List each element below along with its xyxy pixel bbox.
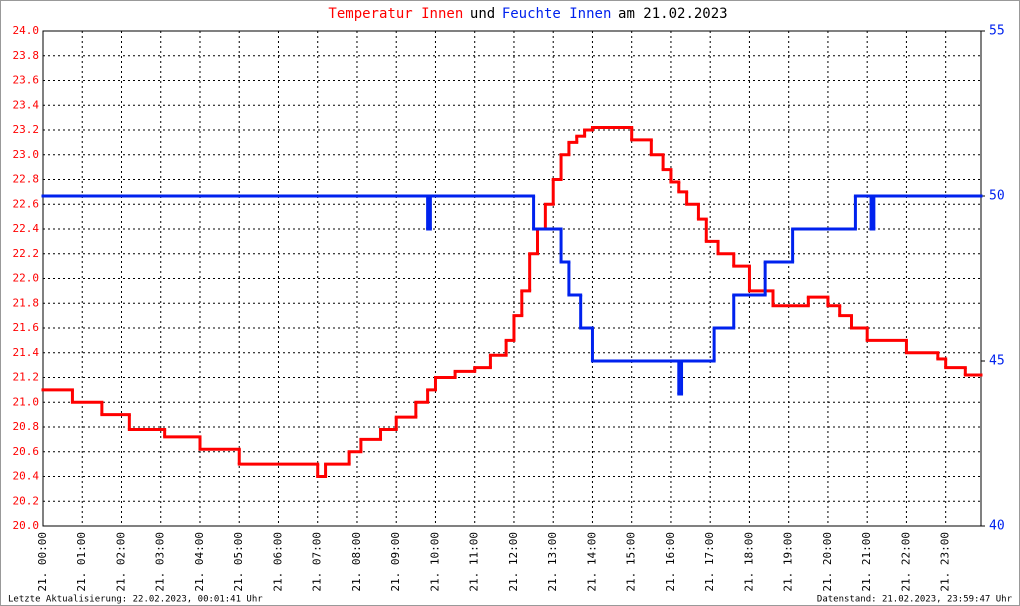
x-tick-label: 21. 11:00 — [468, 532, 481, 592]
x-tick-label: 21. 05:00 — [232, 532, 245, 592]
x-tick-label: 21. 01:00 — [75, 532, 88, 592]
x-tick-label: 21. 04:00 — [193, 532, 206, 592]
x-tick-label: 21. 13:00 — [546, 532, 559, 592]
x-tick-label: 21. 09:00 — [389, 532, 402, 592]
x-tick-label: 21. 21:00 — [860, 532, 873, 592]
y-tick-label: 23.0 — [13, 148, 40, 161]
y2-tick-label: 50 — [989, 189, 1005, 204]
y-tick-label: 22.2 — [13, 247, 40, 260]
x-tick-label: 21. 08:00 — [350, 532, 363, 592]
x-tick-label: 21. 10:00 — [428, 532, 441, 592]
x-tick-label: 21. 19:00 — [782, 532, 795, 592]
y2-tick-label: 55 — [989, 24, 1005, 39]
y-tick-label: 21.6 — [13, 321, 40, 334]
title-series-2: Feuchte Innen — [502, 6, 612, 22]
x-tick-label: 21. 06:00 — [271, 532, 284, 592]
y-tick-label: 21.8 — [13, 296, 40, 309]
y-tick-label: 21.2 — [13, 371, 40, 384]
footer-right: Datenstand: 21.02.2023, 23:59:47 Uhr — [817, 595, 1013, 605]
footer-left: Letzte Aktualisierung: 22.02.2023, 00:01… — [8, 595, 263, 605]
y-tick-label: 20.8 — [13, 420, 40, 433]
x-tick-label: 21. 17:00 — [703, 532, 716, 592]
y-tick-label: 24.0 — [13, 24, 40, 37]
y-tick-label: 23.4 — [13, 98, 40, 111]
x-tick-label: 21. 18:00 — [742, 532, 755, 592]
title-series-1: Temperatur Innen — [328, 6, 463, 22]
title-part: und — [470, 6, 495, 22]
y-tick-label: 20.2 — [13, 494, 40, 507]
x-tick-label: 21. 20:00 — [821, 532, 834, 592]
y-tick-label: 22.6 — [13, 197, 40, 210]
y-tick-label: 20.6 — [13, 445, 40, 458]
y-tick-label: 23.6 — [13, 74, 40, 87]
x-tick-label: 21. 00:00 — [36, 532, 49, 592]
y2-tick-label: 45 — [989, 354, 1005, 369]
x-tick-label: 21. 12:00 — [507, 532, 520, 592]
y-tick-label: 22.4 — [13, 222, 40, 235]
y-tick-label: 20.4 — [13, 470, 40, 483]
plot-area — [42, 30, 982, 527]
title-part: am 21.02.2023 — [618, 6, 728, 22]
y-tick-label: 20.0 — [13, 519, 40, 532]
y-tick-label: 22.0 — [13, 272, 40, 285]
y-tick-label: 23.8 — [13, 49, 40, 62]
x-tick-label: 21. 03:00 — [154, 532, 167, 592]
x-tick-label: 21. 07:00 — [311, 532, 324, 592]
x-tick-label: 21. 23:00 — [939, 532, 952, 592]
chart-title: Temperatur Innen und Feuchte Innen am 21… — [328, 6, 727, 22]
y-tick-label: 21.0 — [13, 395, 40, 408]
x-tick-label: 21. 14:00 — [585, 532, 598, 592]
x-tick-label: 21. 16:00 — [664, 532, 677, 592]
x-tick-label: 21. 15:00 — [625, 532, 638, 592]
x-tick-label: 21. 02:00 — [114, 532, 127, 592]
x-tick-label: 21. 22:00 — [899, 532, 912, 592]
y2-tick-label: 40 — [989, 519, 1005, 534]
y-tick-label: 23.2 — [13, 123, 40, 136]
y-tick-label: 21.4 — [13, 346, 40, 359]
y-tick-label: 22.8 — [13, 173, 40, 186]
